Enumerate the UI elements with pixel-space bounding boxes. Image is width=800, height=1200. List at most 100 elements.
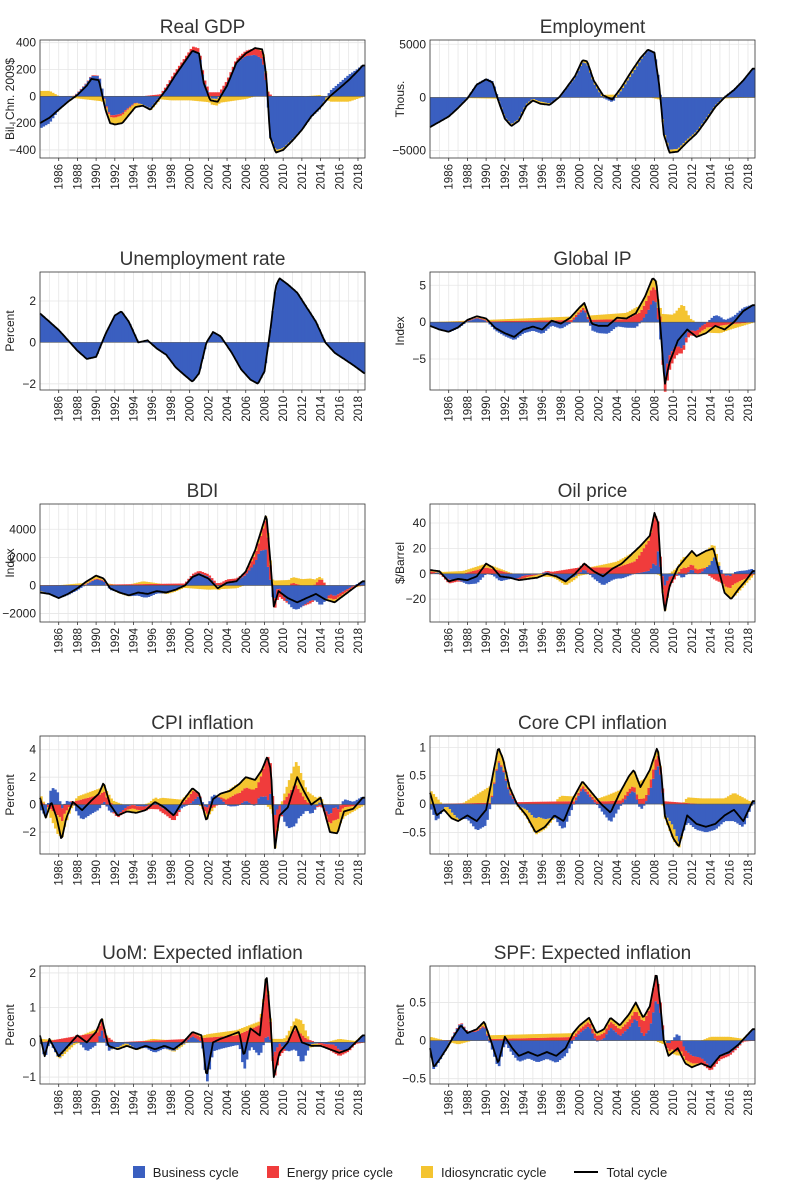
bar-idiosyncratic xyxy=(458,320,461,322)
bar-idiosyncratic xyxy=(574,311,578,315)
bar-business xyxy=(189,342,193,381)
bar-idiosyncratic xyxy=(472,97,475,99)
bar-energy xyxy=(577,312,581,315)
bar-business xyxy=(448,804,452,810)
y-tick-label: 0 xyxy=(29,798,36,812)
bar-energy xyxy=(168,812,172,819)
bar-business xyxy=(318,329,321,343)
bar-business xyxy=(696,804,700,831)
bar-energy xyxy=(203,1037,207,1043)
bar-energy xyxy=(633,787,637,793)
bar-business xyxy=(584,570,588,574)
bar-idiosyncratic xyxy=(481,97,485,99)
bar-idiosyncratic xyxy=(75,583,78,585)
x-tick-label: 1996 xyxy=(147,1090,159,1116)
bar-idiosyncratic xyxy=(645,293,648,302)
bar-idiosyncratic xyxy=(124,1043,127,1047)
bar-idiosyncratic xyxy=(44,1039,48,1042)
bar-energy xyxy=(469,319,473,321)
bar-idiosyncratic xyxy=(170,591,174,593)
bar-energy xyxy=(322,1043,326,1047)
bar-business xyxy=(47,320,50,343)
bar-idiosyncratic xyxy=(588,790,592,795)
bar-business xyxy=(596,322,599,333)
bar-idiosyncratic xyxy=(677,307,681,323)
bar-idiosyncratic xyxy=(49,809,53,818)
bar-idiosyncratic xyxy=(495,1035,499,1039)
bar-energy xyxy=(652,988,655,1013)
bar-energy xyxy=(336,594,340,598)
bar-business xyxy=(280,96,284,149)
bar-idiosyncratic xyxy=(252,778,256,790)
bar-idiosyncratic xyxy=(441,571,445,574)
bar-idiosyncratic xyxy=(708,798,711,805)
bar-energy xyxy=(161,90,165,94)
bar-business xyxy=(469,92,473,98)
bar-energy xyxy=(603,319,606,323)
bar-energy xyxy=(532,320,536,323)
bar-idiosyncratic xyxy=(530,576,534,579)
bar-business xyxy=(61,1042,64,1055)
y-tick-label: 0 xyxy=(419,90,426,104)
bar-business xyxy=(563,322,567,327)
bar-business xyxy=(530,97,534,100)
bar-energy xyxy=(593,1033,597,1039)
bar-business xyxy=(203,1042,207,1070)
bar-idiosyncratic xyxy=(626,778,630,792)
bar-energy xyxy=(334,807,338,820)
bar-business xyxy=(752,801,756,805)
bar-idiosyncratic xyxy=(231,786,235,796)
chart-title: Real GDP xyxy=(160,17,246,38)
bar-business xyxy=(495,770,499,805)
bar-business xyxy=(248,55,251,97)
bar-idiosyncratic xyxy=(77,796,81,801)
bar-business xyxy=(269,579,272,586)
bar-energy xyxy=(691,803,695,805)
x-tick-label: 2006 xyxy=(631,164,643,190)
bar-idiosyncratic xyxy=(722,1036,726,1041)
bar-business xyxy=(458,97,461,107)
bar-business xyxy=(680,804,683,836)
bar-idiosyncratic xyxy=(75,1042,78,1044)
bar-energy xyxy=(677,1040,681,1052)
bar-business xyxy=(357,342,361,370)
bar-idiosyncratic xyxy=(518,318,522,321)
bar-energy xyxy=(241,790,244,803)
bar-energy xyxy=(560,570,564,574)
bar-business xyxy=(444,322,447,332)
bar-business xyxy=(703,1040,707,1062)
bar-energy xyxy=(546,571,550,573)
x-tick-label: 2006 xyxy=(631,396,643,422)
bar-business xyxy=(586,319,590,323)
bar-business xyxy=(206,804,209,808)
bar-business xyxy=(348,74,352,97)
x-tick-label: 1992 xyxy=(500,1090,512,1116)
bar-energy xyxy=(612,800,616,805)
bar-idiosyncratic xyxy=(91,577,95,581)
bar-business xyxy=(516,322,520,338)
bar-business xyxy=(588,1028,592,1041)
bar-business xyxy=(701,97,704,124)
bar-energy xyxy=(544,320,548,323)
bar-idiosyncratic xyxy=(170,798,174,805)
y-tick-label: 0.5 xyxy=(409,769,426,783)
bar-idiosyncratic xyxy=(273,580,277,586)
bar-business xyxy=(206,1042,209,1082)
bar-idiosyncratic xyxy=(72,805,76,806)
bar-business xyxy=(549,97,552,104)
bar-business xyxy=(79,342,83,354)
bar-business xyxy=(224,1042,228,1048)
bar-business xyxy=(441,804,445,810)
bar-energy xyxy=(619,1029,623,1036)
bar-energy xyxy=(649,532,653,569)
x-tick-label: 1998 xyxy=(556,1090,568,1116)
bar-idiosyncratic xyxy=(479,792,482,803)
bar-business xyxy=(687,572,690,574)
bar-energy xyxy=(708,1066,711,1071)
bar-idiosyncratic xyxy=(163,96,167,100)
bar-energy xyxy=(584,310,588,313)
bar-idiosyncratic xyxy=(357,805,361,809)
bar-business xyxy=(189,1037,193,1043)
bar-business xyxy=(542,572,545,574)
